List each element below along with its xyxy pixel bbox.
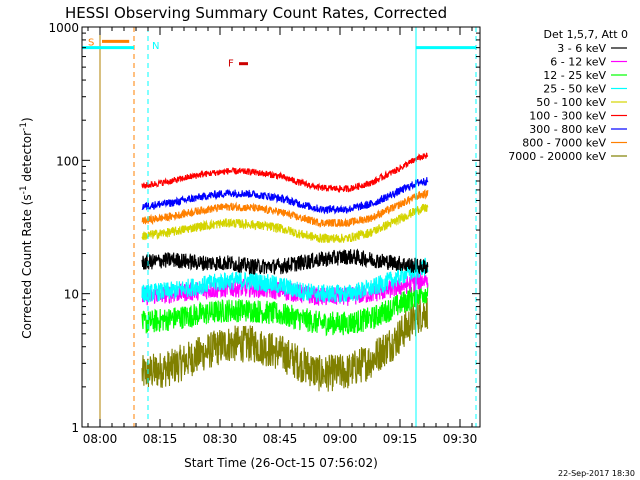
legend-item-label: 12 - 25 keV [543,69,606,82]
series-layer [141,152,429,392]
y-axis-label-sup-1: -1 [19,185,29,194]
y-tick-label: 1 [71,421,79,435]
saa-label: S [88,37,94,48]
x-tick-label: 08:15 [143,432,178,446]
series-line [141,296,429,392]
y-axis-label-part-3: ) [20,117,34,122]
x-tick-label: 08:30 [203,432,238,446]
series-line [141,284,429,337]
x-tick-label: 09:30 [443,432,478,446]
y-axis-label: Corrected Count Rate (s-1 detector-1) [19,117,34,338]
series-line [141,203,429,244]
y-tick-label: 1000 [48,21,79,35]
x-tick-label: 09:15 [383,432,418,446]
legend-header: Det 1,5,7, Att 0 [544,28,628,41]
legend-item-label: 300 - 800 keV [529,123,606,136]
y-tick-label: 10 [64,288,79,302]
legend-item-label: 7000 - 20000 keV [508,150,606,163]
y-axis-label-part-1: Corrected Count Rate (s [20,194,34,338]
marker-layer: S N F [82,27,477,427]
chart-title: HESSI Observing Summary Count Rates, Cor… [65,4,447,22]
footer-date: 22-Sep-2017 18:30 [558,469,635,478]
y-axis-label-sup-2: -1 [19,122,29,131]
x-tick-label: 09:00 [323,432,358,446]
x-tick-label: 08:45 [263,432,298,446]
legend-item-label: 25 - 50 keV [543,83,606,96]
legend-item-label: 50 - 100 keV [536,96,606,109]
series-line [141,248,429,275]
plot-frame [81,26,481,428]
y-axis: 1 10 100 1000 [48,21,480,435]
x-axis: 08:00 08:15 08:30 08:45 09:00 09:15 09:30 [83,27,478,446]
legend-item-label: 800 - 7000 keV [522,137,606,150]
series-line [141,189,429,228]
series-line [141,152,429,193]
series-line [141,177,429,215]
legend-item-label: 100 - 300 keV [529,110,606,123]
legend-item-label: 3 - 6 keV [557,42,606,55]
flare-label: F [228,59,234,70]
y-tick-label: 100 [56,154,79,168]
night-label: N [152,41,159,52]
y-axis-label-part-2: detector [20,131,34,186]
series-line [141,257,429,303]
legend-item-label: 6 - 12 keV [550,56,606,69]
x-tick-label: 08:00 [83,432,118,446]
x-axis-label: Start Time (26-Oct-15 07:56:02) [184,456,378,470]
